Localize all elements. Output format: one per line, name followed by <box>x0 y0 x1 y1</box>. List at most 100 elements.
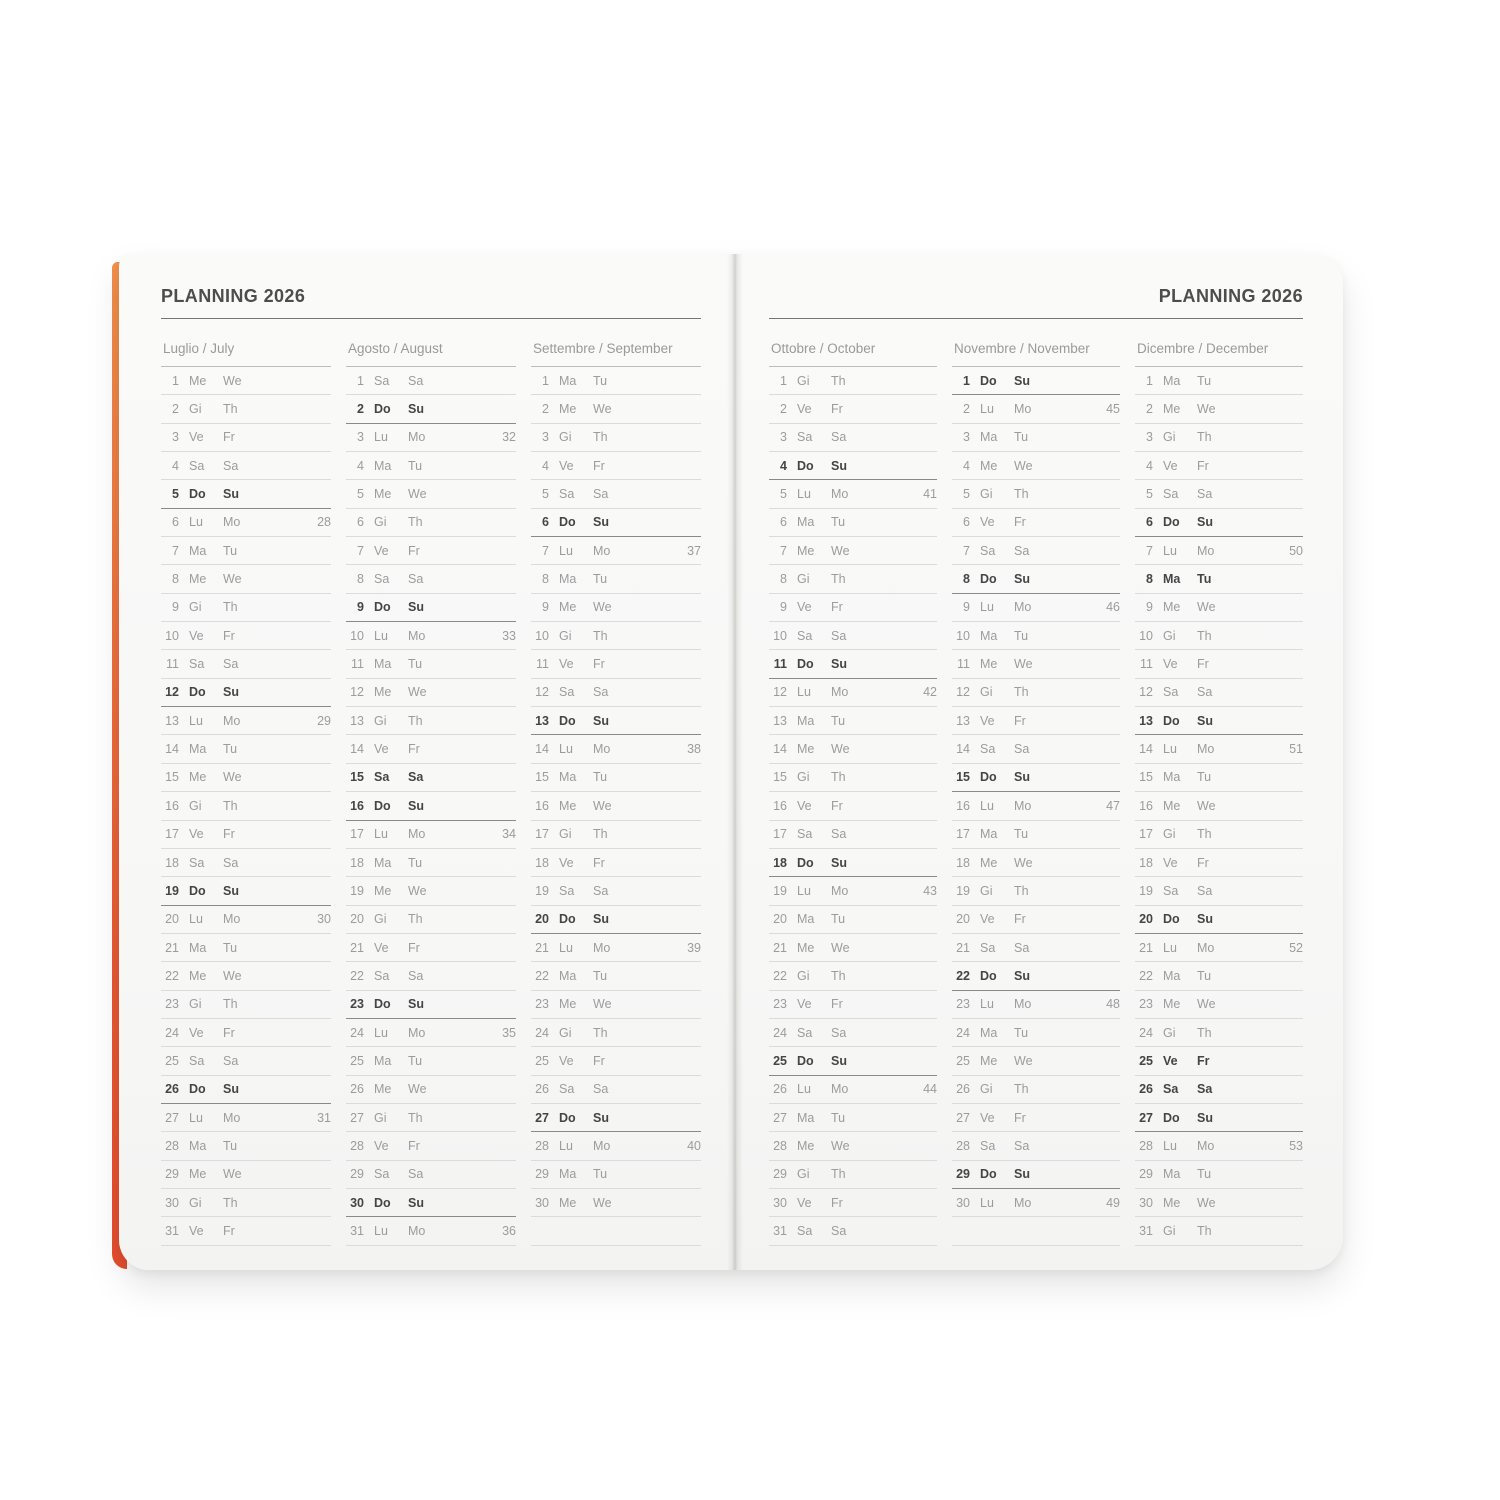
day-abbr-italian: Ma <box>980 628 998 643</box>
day-abbr-italian: Me <box>1163 997 1181 1012</box>
day-abbr-english: We <box>223 770 242 785</box>
day-number: 31 <box>350 1223 364 1238</box>
day-abbr-italian: Do <box>559 713 576 728</box>
day-abbr-italian: Ma <box>980 827 998 842</box>
day-abbr-italian: Ve <box>1163 1053 1178 1068</box>
day-abbr-english: Sa <box>223 458 239 473</box>
day-number: 29 <box>350 1167 364 1182</box>
day-number: 23 <box>535 997 549 1012</box>
day-number: 6 <box>1146 515 1153 530</box>
day-abbr-english: Th <box>831 572 846 587</box>
day-abbr-english: We <box>408 487 427 502</box>
day-row: 23 Ve Fr <box>769 991 937 1019</box>
day-abbr-italian: Do <box>374 997 391 1012</box>
month-title: Novembre / November <box>952 336 1120 367</box>
day-number: 8 <box>780 572 787 587</box>
day-abbr-english: Th <box>223 402 238 417</box>
day-abbr-italian: Me <box>189 373 207 388</box>
day-abbr-english: Su <box>408 798 424 813</box>
day-abbr-english: Sa <box>831 1223 847 1238</box>
week-number: 28 <box>317 515 331 530</box>
day-abbr-italian: Me <box>1163 1195 1181 1210</box>
day-abbr-italian: Ve <box>189 1223 204 1238</box>
day-row: 25 Ve Fr <box>531 1047 701 1076</box>
day-number: 3 <box>963 430 970 445</box>
day-abbr-english: Mo <box>593 940 611 955</box>
day-number: 30 <box>956 1195 970 1210</box>
day-abbr-italian: Gi <box>1163 1025 1176 1040</box>
month-title: Dicembre / December <box>1135 336 1303 367</box>
day-abbr-italian: Me <box>1163 600 1181 615</box>
day-abbr-italian: Sa <box>980 1138 996 1153</box>
month-column-dicembre-december: Dicembre / December 1 Ma Tu 2 Me We 3 Gi Th 4 Ve Fr 5… <box>1135 336 1303 1246</box>
day-abbr-english: Fr <box>1197 458 1209 473</box>
day-abbr-english: Sa <box>593 685 609 700</box>
day-abbr-italian: Gi <box>559 1025 572 1040</box>
day-row: 23 Do Su <box>346 991 516 1019</box>
day-abbr-english: Tu <box>831 912 846 927</box>
day-row: 9 Do Su <box>346 594 516 623</box>
day-abbr-english: Fr <box>831 798 843 813</box>
day-number: 11 <box>351 657 364 672</box>
day-abbr-italian: Ma <box>797 912 815 927</box>
day-number: 10 <box>956 628 970 643</box>
day-abbr-english: Sa <box>1197 883 1213 898</box>
day-abbr-italian: Ve <box>189 430 204 445</box>
week-number: 29 <box>317 713 331 728</box>
day-abbr-english: Sa <box>1197 1082 1213 1097</box>
right-page-header: PLANNING 2026 <box>769 286 1303 307</box>
day-abbr-english: Fr <box>223 827 235 842</box>
day-number: 15 <box>165 770 179 785</box>
day-row: 14 Ve Fr <box>346 735 516 764</box>
day-abbr-english: Fr <box>831 402 843 417</box>
day-number: 10 <box>165 628 179 643</box>
day-number: 12 <box>773 685 787 700</box>
day-number: 9 <box>1146 600 1153 615</box>
day-row: 3 Lu Mo 32 <box>346 424 516 453</box>
week-number: 37 <box>687 543 701 558</box>
day-abbr-italian: Ve <box>1163 855 1178 870</box>
day-abbr-english: Th <box>593 430 608 445</box>
day-number: 17 <box>956 827 970 842</box>
day-row: 30 Ve Fr <box>769 1189 937 1218</box>
day-row: 26 Sa Sa <box>1135 1076 1303 1104</box>
day-row: 31 Gi Th <box>1135 1217 1303 1246</box>
day-abbr-italian: Gi <box>1163 628 1176 643</box>
day-number: 20 <box>1139 912 1153 927</box>
day-row: 30 Do Su <box>346 1189 516 1218</box>
day-number: 21 <box>1139 940 1153 955</box>
day-abbr-italian: Gi <box>1163 827 1176 842</box>
day-abbr-english: We <box>593 798 612 813</box>
day-abbr-english: Th <box>223 1195 238 1210</box>
day-abbr-english: We <box>1014 855 1033 870</box>
day-abbr-english: Sa <box>1197 685 1213 700</box>
day-number: 16 <box>1139 798 1153 813</box>
right-months-grid: Ottobre / October 1 Gi Th 2 Ve Fr 3 Sa Sa 4 Do Su 5 Lu… <box>769 336 1303 1246</box>
day-abbr-italian: Do <box>1163 515 1180 530</box>
month-column-agosto-august: Agosto / August 1 Sa Sa 2 Do Su 3 Lu Mo 32 4 Ma Tu 5 Me… <box>346 336 516 1246</box>
day-abbr-italian: Sa <box>559 685 575 700</box>
day-abbr-english: Tu <box>1014 827 1029 842</box>
day-abbr-italian: Do <box>559 515 576 530</box>
day-abbr-english: Tu <box>223 940 238 955</box>
day-abbr-english: Sa <box>1014 742 1030 757</box>
day-abbr-italian: Sa <box>980 940 996 955</box>
day-number: 20 <box>956 912 970 927</box>
day-abbr-italian: Ma <box>797 1110 815 1125</box>
day-number: 11 <box>536 657 549 672</box>
week-number: 32 <box>502 430 516 445</box>
day-abbr-english: Th <box>408 1110 423 1125</box>
week-number: 36 <box>502 1223 516 1238</box>
day-abbr-english: We <box>1197 997 1216 1012</box>
day-abbr-italian: Lu <box>980 402 994 417</box>
day-abbr-english: Su <box>593 713 609 728</box>
day-abbr-italian: Ve <box>189 827 204 842</box>
day-number: 8 <box>172 572 179 587</box>
day-abbr-italian: Ma <box>559 770 577 785</box>
day-row: 9 Gi Th <box>161 594 331 623</box>
day-abbr-italian: Ve <box>980 713 995 728</box>
day-row: 4 Sa Sa <box>161 452 331 481</box>
day-row: 2 Me We <box>1135 395 1303 424</box>
day-number: 28 <box>535 1138 549 1153</box>
day-abbr-english: Mo <box>223 1110 241 1125</box>
